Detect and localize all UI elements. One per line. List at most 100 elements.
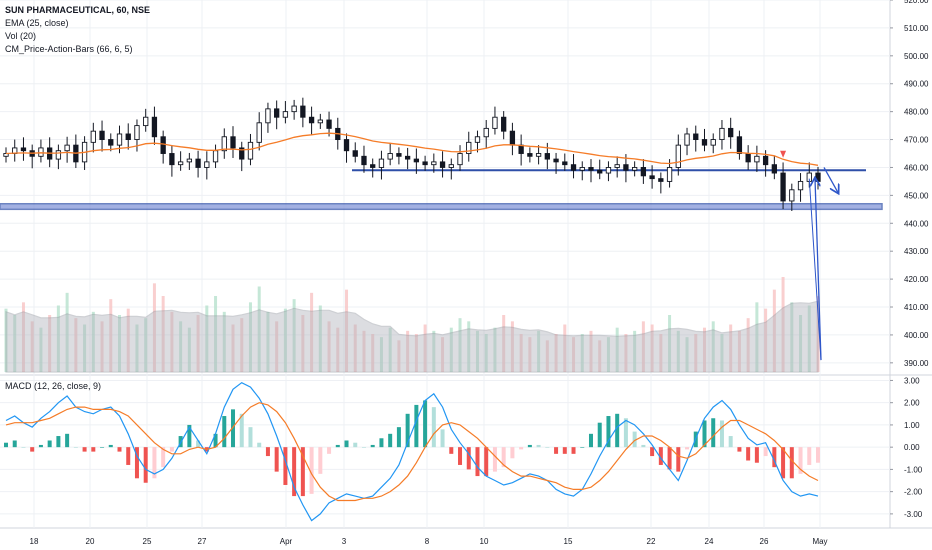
volume-bar bbox=[668, 315, 672, 372]
volume-ma-area bbox=[5, 300, 819, 373]
volume-bar bbox=[91, 311, 95, 372]
candle-body bbox=[745, 153, 751, 163]
macd-histogram-bar bbox=[588, 433, 593, 448]
macd-histogram-bar bbox=[309, 447, 314, 494]
macd-histogram-bar bbox=[484, 447, 489, 477]
candle-body bbox=[431, 161, 437, 166]
volume-bar bbox=[56, 305, 60, 372]
macd-histogram-bar bbox=[318, 447, 323, 474]
candle-body bbox=[38, 147, 44, 157]
candle-body bbox=[221, 136, 227, 152]
candle-body bbox=[762, 155, 769, 166]
macd-histogram-bar bbox=[152, 447, 157, 479]
candle-body bbox=[247, 141, 254, 160]
macd-histogram-bar bbox=[431, 407, 436, 448]
candle-body bbox=[204, 161, 210, 168]
macd-histogram-bar bbox=[536, 444, 541, 448]
macd-histogram-bar bbox=[47, 440, 52, 448]
macd-histogram-bar bbox=[719, 420, 724, 448]
macd-histogram-bar bbox=[501, 447, 506, 468]
volume-bar bbox=[187, 327, 191, 372]
volume-bar bbox=[275, 321, 279, 372]
candle-body bbox=[693, 133, 699, 141]
volume-bar bbox=[772, 289, 776, 372]
macd-histogram-bar bbox=[100, 447, 105, 448]
macd-histogram-bar bbox=[12, 440, 17, 448]
candle-body bbox=[614, 164, 620, 168]
candle-body bbox=[55, 150, 62, 160]
price-levels bbox=[0, 169, 883, 211]
candle-body bbox=[370, 164, 376, 168]
volume-bar bbox=[519, 334, 523, 372]
x-tick-label: 22 bbox=[647, 537, 656, 546]
macd-histogram-bar bbox=[702, 420, 707, 448]
volume-bar bbox=[30, 321, 34, 372]
macd-tick-label: -2.00 bbox=[904, 488, 923, 497]
support-zone bbox=[0, 202, 883, 211]
macd-histogram-bar bbox=[414, 404, 419, 448]
candle-body bbox=[177, 161, 184, 166]
volume-bar bbox=[799, 315, 803, 372]
macd-histogram-bar bbox=[21, 447, 26, 448]
macd-histogram-bar bbox=[466, 447, 471, 470]
candle-body bbox=[789, 189, 795, 202]
volume-bar bbox=[554, 334, 558, 372]
candle-body bbox=[90, 130, 96, 143]
volume-bar bbox=[257, 286, 261, 372]
macd-histogram-bar bbox=[807, 447, 812, 465]
volume-bar bbox=[83, 324, 87, 372]
volume-bar bbox=[310, 292, 314, 372]
candle-body bbox=[151, 116, 158, 138]
macd-histogram-bar bbox=[335, 444, 340, 448]
short-projection-arrow bbox=[823, 167, 838, 192]
volume-bar bbox=[179, 321, 183, 372]
candle-body bbox=[570, 164, 577, 171]
macd-histogram-bar bbox=[632, 431, 637, 448]
macd-histogram-bar bbox=[746, 447, 751, 461]
candle-body bbox=[736, 136, 743, 154]
price-tick-label: 470.00 bbox=[904, 136, 929, 145]
macd-histogram-bar bbox=[213, 433, 218, 448]
macd-histogram-bar bbox=[388, 433, 393, 448]
volume-bar bbox=[4, 308, 8, 372]
indicator-ema[interactable]: EMA (25, close) bbox=[5, 18, 69, 28]
candle-body bbox=[143, 116, 149, 127]
price-tick-label: 460.00 bbox=[904, 163, 929, 172]
volume-bar bbox=[414, 334, 418, 372]
macd-histogram-bar bbox=[615, 413, 620, 448]
macd-histogram-bar bbox=[257, 442, 262, 448]
macd-histogram-bar bbox=[82, 447, 87, 452]
volume-bar bbox=[624, 334, 628, 372]
macd-histogram-bar bbox=[274, 447, 279, 472]
candle-body bbox=[527, 153, 533, 157]
volume-bar bbox=[39, 327, 43, 372]
candle-body bbox=[64, 144, 70, 152]
macd-histogram-bar bbox=[816, 447, 820, 463]
macd-histogram-bar bbox=[737, 447, 742, 452]
candle-body bbox=[483, 127, 489, 138]
candle-body bbox=[343, 139, 350, 152]
macd-histogram-bar bbox=[458, 447, 463, 465]
volume-bar bbox=[283, 308, 287, 372]
macd-histogram-bar bbox=[475, 447, 480, 477]
candle-body bbox=[448, 164, 454, 168]
macd-histogram-bar bbox=[30, 447, 35, 452]
volume-bar bbox=[266, 311, 270, 372]
candle-body bbox=[256, 122, 262, 143]
volume-bar bbox=[205, 305, 209, 372]
volume-bar bbox=[397, 340, 401, 372]
indicator-price-action-bars[interactable]: CM_Price-Action-Bars (66, 6, 5) bbox=[5, 44, 133, 54]
candle-body bbox=[640, 167, 647, 177]
volume-bar bbox=[161, 296, 165, 372]
volume-bar bbox=[816, 296, 820, 372]
candle-body bbox=[20, 147, 27, 152]
volume-bar bbox=[458, 318, 462, 372]
candle-body bbox=[579, 167, 585, 171]
indicator-volume[interactable]: Vol (20) bbox=[5, 31, 37, 41]
candle-body bbox=[605, 167, 612, 174]
volume-bar bbox=[659, 334, 663, 372]
candle-body bbox=[684, 133, 690, 146]
volume-bar bbox=[598, 340, 602, 372]
x-tick-label: 26 bbox=[760, 537, 769, 546]
indicator-macd[interactable]: MACD (12, 26, close, 9) bbox=[5, 381, 102, 391]
